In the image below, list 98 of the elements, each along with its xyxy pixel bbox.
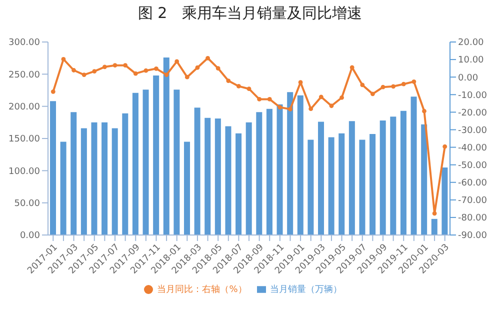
- bar: [400, 110, 406, 235]
- point: [206, 56, 210, 60]
- bar: [431, 218, 438, 235]
- bar: [163, 57, 170, 235]
- bar: [390, 116, 396, 235]
- chart-title: 图 2 乘用车当月销量及同比增速: [136, 3, 364, 24]
- legend-label: 当月销量（万辆）: [270, 285, 342, 295]
- bar: [297, 95, 304, 235]
- bar: [132, 92, 138, 235]
- point: [267, 97, 272, 102]
- bar: [153, 75, 160, 235]
- bar: [442, 167, 448, 235]
- y-tick-label: 100.00: [8, 166, 40, 177]
- legend-label: 当月同比：右轴（%）: [157, 285, 247, 295]
- bar: [308, 140, 314, 235]
- point: [102, 64, 107, 70]
- y-tick-label: 50.00: [14, 199, 40, 210]
- bar: [112, 128, 118, 235]
- y2-tick-label: -90.00: [458, 231, 488, 242]
- point: [236, 84, 241, 88]
- y2-tick-label: -80.00: [458, 214, 488, 224]
- bar: [214, 118, 221, 235]
- y2-tick-label: -20.00: [458, 108, 488, 118]
- point: [432, 211, 437, 216]
- point: [360, 82, 365, 88]
- y-tick-label: 0.00: [20, 231, 40, 242]
- y2-tick-label: 10.00: [458, 56, 484, 66]
- y2-tick-label: -40.00: [458, 143, 488, 154]
- point: [174, 59, 180, 64]
- point: [329, 104, 334, 108]
- point: [412, 79, 416, 84]
- bar: [348, 121, 355, 235]
- point: [61, 56, 66, 62]
- bar: [174, 90, 180, 235]
- bar: [70, 112, 77, 235]
- bar: [50, 101, 56, 235]
- point: [164, 72, 169, 78]
- bar: [338, 133, 345, 235]
- point: [370, 92, 375, 96]
- y2-tick-label: 0.00: [458, 73, 478, 84]
- bar: [102, 122, 108, 235]
- bar: [60, 142, 66, 235]
- y2-tick-label: -60.00: [458, 178, 488, 189]
- bar: [287, 92, 294, 235]
- bar: [359, 140, 366, 235]
- bar: [122, 113, 128, 235]
- y2-tick-label: -30.00: [458, 126, 488, 136]
- bar: [80, 128, 87, 235]
- bar: [380, 120, 386, 235]
- y2-tick-label: -50.00: [458, 161, 488, 172]
- bar: [225, 126, 232, 235]
- bar: [370, 134, 376, 235]
- bar: [246, 122, 252, 235]
- point: [50, 89, 56, 94]
- point: [308, 106, 314, 112]
- point: [92, 69, 97, 74]
- point: [442, 144, 448, 149]
- bar: [256, 112, 262, 235]
- point: [195, 65, 200, 70]
- point: [226, 78, 231, 83]
- bar: [318, 122, 324, 235]
- point: [216, 66, 220, 71]
- bar: [204, 118, 211, 235]
- point: [401, 82, 406, 86]
- point: [288, 107, 292, 112]
- y2-tick-label: 20.00: [458, 38, 484, 48]
- point: [246, 86, 252, 92]
- point: [123, 63, 128, 68]
- bar: [266, 108, 272, 235]
- point: [380, 84, 386, 90]
- point: [72, 68, 76, 72]
- y-tick-label: 200.00: [8, 102, 40, 113]
- bar: [410, 96, 417, 235]
- point: [318, 94, 324, 100]
- point: [340, 95, 344, 100]
- bar: [328, 137, 334, 235]
- point: [133, 71, 138, 76]
- y-tick-label: 150.00: [8, 134, 40, 145]
- bar: [142, 90, 149, 235]
- bar: [91, 122, 98, 235]
- bar: [236, 133, 242, 235]
- point: [422, 108, 426, 114]
- y-tick-label: 250.00: [8, 70, 40, 80]
- y2-tick-label: -70.00: [458, 196, 488, 206]
- point: [391, 84, 396, 89]
- bar: [184, 142, 190, 235]
- point: [184, 74, 190, 80]
- point: [257, 97, 262, 102]
- point: [82, 72, 86, 78]
- point: [112, 63, 118, 68]
- bar: [276, 104, 283, 235]
- point: [278, 105, 282, 110]
- point: [154, 66, 158, 71]
- bar: [194, 108, 200, 235]
- point: [144, 68, 148, 73]
- bar: [421, 124, 428, 235]
- y-tick-label: 300.00: [8, 38, 40, 48]
- y2-tick-label: -10.00: [458, 90, 488, 101]
